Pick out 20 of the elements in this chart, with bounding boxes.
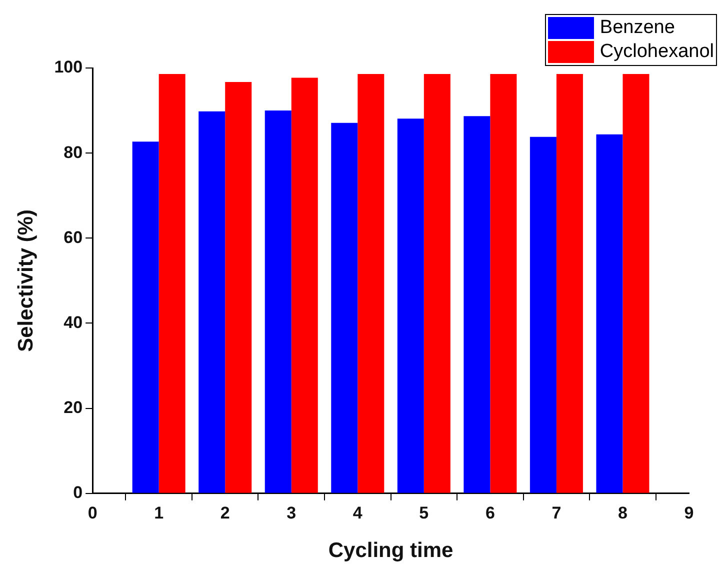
y-tick-label: 40 [64,312,83,332]
x-tick-label: 2 [220,503,230,522]
x-tick-label: 6 [485,503,495,522]
y-tick-label: 20 [64,398,83,418]
x-tick-label: 9 [684,503,694,522]
x-tick-label: 1 [154,503,164,522]
x-tick-label: 8 [618,503,628,522]
x-tick-label: 5 [419,503,429,522]
y-tick-label: 60 [64,228,83,247]
x-tick-label: 7 [552,503,562,522]
legend-label: Cyclohexanol [600,41,714,63]
y-tick-label: 100 [54,58,83,77]
x-axis-title: Cycling time [328,539,454,562]
y-axis-title: Selectivity (%) [14,210,38,352]
y-tick-label: 80 [64,142,83,162]
x-tick-label: 4 [352,503,363,522]
x-tick-label: 3 [286,503,296,522]
legend-label: Benzene [600,17,675,39]
x-tick-label: 0 [88,503,98,522]
y-tick-label: 0 [73,483,83,502]
